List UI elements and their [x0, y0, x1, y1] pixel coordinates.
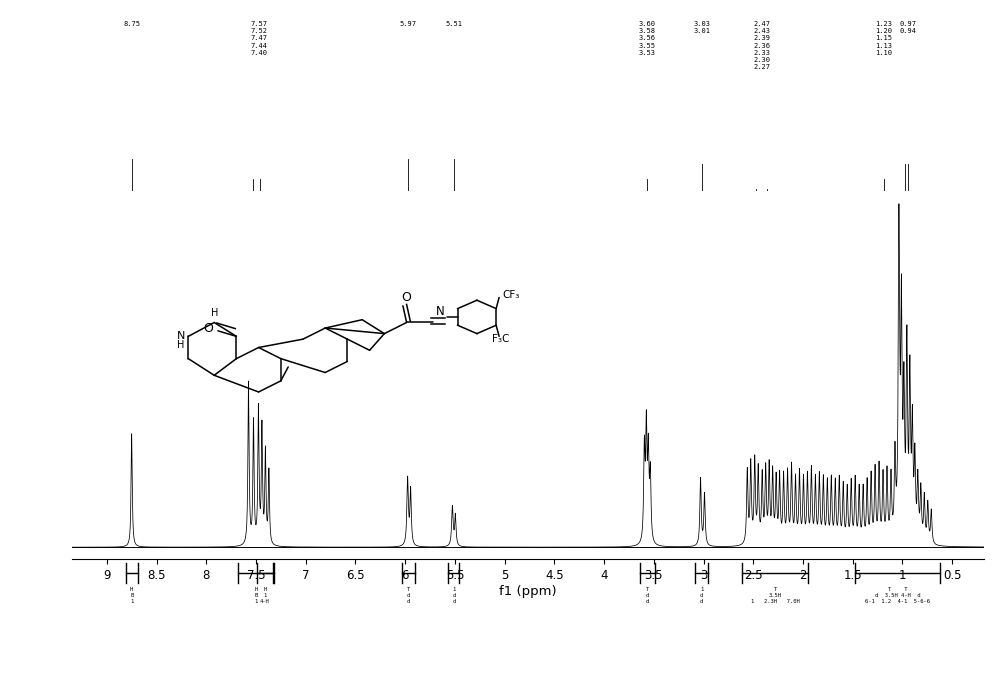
Text: H: H [177, 340, 185, 350]
Text: F₃C: F₃C [492, 334, 509, 344]
Text: 3.60
3.58
3.56
3.55
3.53: 3.60 3.58 3.56 3.55 3.53 [639, 21, 656, 56]
Text: 1
d
d: 1 d d [700, 587, 703, 603]
X-axis label: f1 (ppm): f1 (ppm) [499, 585, 557, 598]
Text: 7.57
7.52
7.47
7.44
7.40: 7.57 7.52 7.47 7.44 7.40 [250, 21, 267, 56]
Text: T
d
d: T d d [407, 587, 410, 603]
Text: N: N [177, 332, 185, 341]
Text: 5.97: 5.97 [400, 21, 417, 27]
Text: H
B
1: H B 1 [254, 587, 258, 603]
Text: H
1
4-H: H 1 4-H [260, 587, 270, 603]
Text: H
B
1: H B 1 [130, 587, 133, 603]
Text: T    T
d  3.5H 4-H  d
6-1  1.2  4-1  5-6-6: T T d 3.5H 4-H d 6-1 1.2 4-1 5-6-6 [865, 587, 930, 603]
Text: 1
d
d: 1 d d [452, 587, 456, 603]
Text: O: O [402, 291, 412, 304]
Text: H: H [211, 308, 218, 318]
Text: T
3.5H
1   2.3H   7.0H: T 3.5H 1 2.3H 7.0H [751, 587, 800, 603]
Text: 1.23
1.20
1.15
1.13
1.10: 1.23 1.20 1.15 1.13 1.10 [876, 21, 893, 56]
Text: 3.03
3.01: 3.03 3.01 [693, 21, 710, 34]
Text: 5.51: 5.51 [445, 21, 462, 27]
Text: O: O [204, 322, 214, 334]
Text: N: N [436, 305, 444, 318]
Text: 2.47
2.43
2.39
2.36
2.33
2.30
2.27: 2.47 2.43 2.39 2.36 2.33 2.30 2.27 [753, 21, 770, 70]
Text: 0.97
0.94: 0.97 0.94 [899, 21, 916, 34]
Text: CF₃: CF₃ [503, 290, 520, 300]
Text: 8.75: 8.75 [123, 21, 140, 27]
Text: T
d
d: T d d [646, 587, 649, 603]
